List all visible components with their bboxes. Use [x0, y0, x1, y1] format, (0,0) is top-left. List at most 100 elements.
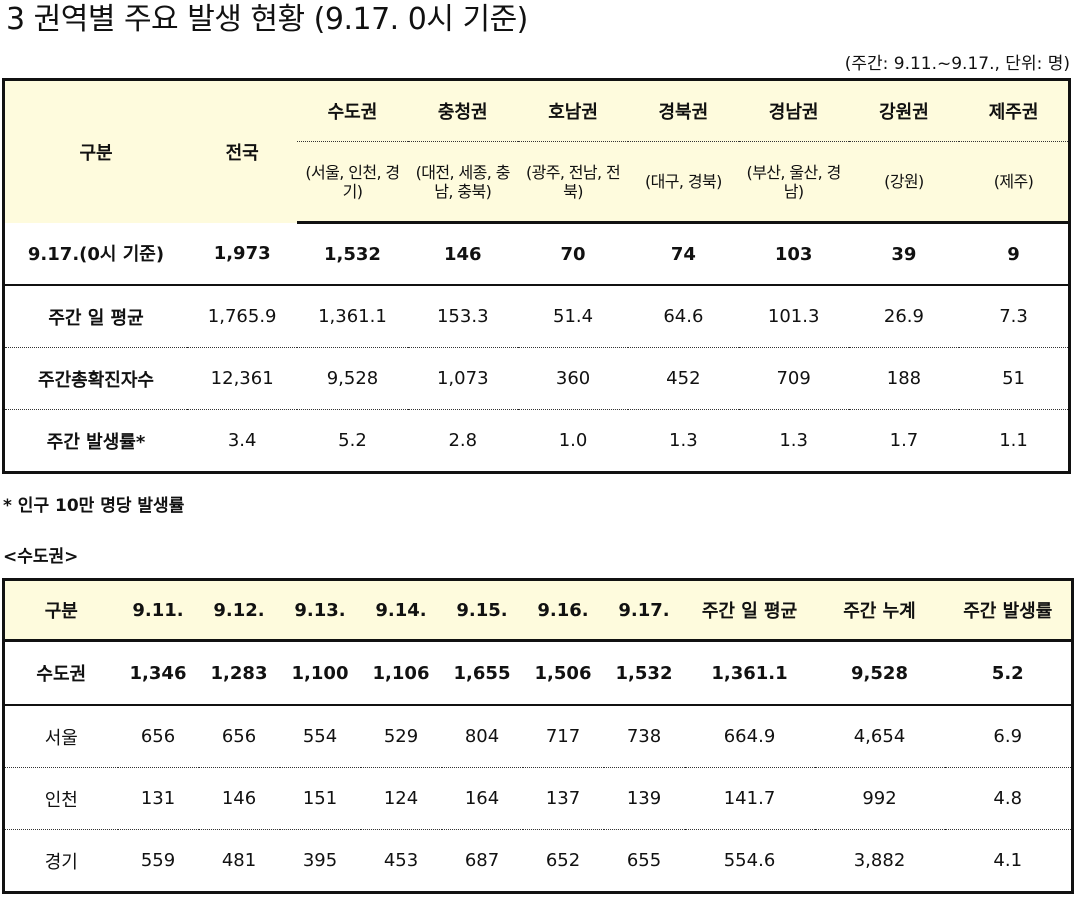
section-subtitle: <수도권> — [3, 547, 79, 567]
cell: 1,073 — [407, 347, 518, 410]
cell: 1.1 — [999, 430, 1028, 451]
cell: 1,283 — [198, 640, 280, 706]
table-row: 9.17.(0시 기준) 1,973 1,532 146 70 74 103 3… — [3, 222, 1070, 286]
row-label: 서울 — [3, 705, 118, 768]
row-label: 경기 — [44, 851, 78, 873]
cell: 3.4 — [227, 430, 257, 451]
cell: 453 — [383, 850, 419, 871]
cell: 3,882 — [853, 850, 906, 871]
table-row: 주간총확진자수 12,361 9,528 1,073 360 452 709 1… — [3, 347, 1070, 410]
cell: 26.9 — [848, 285, 960, 348]
header-national: 전국 — [187, 79, 298, 223]
cell: 1,973 — [187, 222, 298, 286]
cell: 360 — [517, 347, 629, 410]
header-region: 충청권 — [407, 79, 518, 142]
cell: 6.9 — [944, 705, 1073, 768]
cell: 5.2 — [944, 640, 1073, 706]
cell: 452 — [628, 347, 739, 410]
table-row: 서울 656 656 554 529 804 717 738 664.9 4,6… — [3, 705, 1073, 768]
header-region-sub: (강원) — [848, 141, 960, 224]
cell: 5.2 — [338, 430, 367, 451]
cell: 188 — [848, 347, 960, 410]
unit-note: (주간: 9.11.~9.17., 단위: 명) — [844, 54, 1070, 74]
header-region-sub: (대전, 세종, 충남, 충북) — [407, 141, 518, 224]
table-row: 주간 발생률* 3.4 5.2 2.8 1.0 1.3 1.3 1.7 1.1 — [4, 410, 1070, 473]
cell: 1,532 — [603, 640, 685, 706]
cell: 146 — [407, 222, 518, 286]
cell: 738 — [603, 705, 685, 768]
header-region-sub: (부산, 울산, 경남) — [738, 141, 849, 224]
cell: 124 — [360, 767, 442, 830]
column-header: 9.13. — [279, 579, 361, 642]
cell: 687 — [464, 850, 500, 871]
table-row: 경기 559 481 395 453 687 652 655 554.6 3,8… — [4, 830, 1073, 893]
cell: 1.7 — [889, 430, 919, 451]
row-label: 주간총확진자수 — [3, 347, 188, 410]
cell: 101.3 — [738, 285, 849, 348]
cell: 559 — [140, 850, 176, 871]
cell: 992 — [814, 767, 945, 830]
cell: 151 — [279, 767, 361, 830]
page-title: 3 권역별 주요 발생 현황 (9.17. 0시 기준) — [6, 2, 528, 37]
cell: 74 — [628, 222, 739, 286]
cell: 709 — [738, 347, 849, 410]
cell: 51.4 — [517, 285, 629, 348]
cell: 656 — [198, 705, 280, 768]
column-header: 9.15. — [441, 579, 523, 642]
cell: 1,765.9 — [187, 285, 298, 348]
regional-summary-table: 구분 전국 수도권 충청권 호남권 경북권 경남권 강원권 제주권 (서울, 인… — [2, 78, 1071, 474]
cell: 1,346 — [117, 640, 199, 706]
cell: 139 — [603, 767, 685, 830]
capital-area-daily-table: 구분 9.11. 9.12. 9.13. 9.14. 9.15. 9.16. 9… — [2, 578, 1074, 894]
row-label: 인천 — [3, 767, 118, 830]
cell: 7.3 — [959, 285, 1070, 348]
table-row: 인천 131 146 151 124 164 137 139 141.7 992… — [3, 767, 1073, 830]
cell: 51 — [959, 347, 1070, 410]
cell: 1.3 — [779, 430, 808, 451]
header-region-sub: (제주) — [959, 141, 1070, 224]
cell: 4,654 — [814, 705, 945, 768]
table-header-row: 구분 9.11. 9.12. 9.13. 9.14. 9.15. 9.16. 9… — [3, 579, 1073, 642]
table-row: 주간 일 평균 1,765.9 1,361.1 153.3 51.4 64.6 … — [3, 285, 1070, 348]
header-region: 수도권 — [297, 79, 408, 142]
row-label: 주간 일 평균 — [3, 285, 188, 348]
cell: 529 — [360, 705, 442, 768]
header-region: 경남권 — [738, 79, 849, 142]
column-header: 9.11. — [117, 579, 199, 642]
header-region: 호남권 — [517, 79, 629, 142]
cell: 137 — [522, 767, 604, 830]
cell: 655 — [626, 850, 662, 871]
cell: 9 — [959, 222, 1070, 286]
row-label: 9.17.(0시 기준) — [3, 222, 188, 286]
cell: 1.0 — [558, 430, 588, 451]
cell: 39 — [848, 222, 960, 286]
header-region: 강원권 — [848, 79, 960, 142]
table-row: 수도권 1,346 1,283 1,100 1,106 1,655 1,506 … — [3, 640, 1073, 706]
column-header: 9.12. — [198, 579, 280, 642]
column-header: 9.14. — [360, 579, 442, 642]
header-region-sub: (서울, 인천, 경기) — [297, 141, 408, 224]
cell: 1,361.1 — [684, 640, 815, 706]
cell: 9,528 — [297, 347, 408, 410]
cell: 146 — [198, 767, 280, 830]
cell: 153.3 — [407, 285, 518, 348]
header-category: 구분 — [3, 79, 188, 223]
cell: 131 — [117, 767, 199, 830]
column-header: 주간 일 평균 — [684, 579, 815, 642]
column-header: 9.17. — [603, 579, 685, 642]
column-header: 9.16. — [522, 579, 604, 642]
cell: 1.3 — [669, 430, 698, 451]
cell: 1,100 — [279, 640, 361, 706]
cell: 9,528 — [814, 640, 945, 706]
cell: 2.8 — [448, 430, 478, 451]
cell: 164 — [441, 767, 523, 830]
cell: 554.6 — [723, 850, 776, 871]
header-region-sub: (광주, 전남, 전북) — [517, 141, 629, 224]
cell: 664.9 — [684, 705, 815, 768]
column-header: 구분 — [3, 579, 118, 642]
cell: 4.8 — [944, 767, 1073, 830]
cell: 481 — [221, 850, 257, 871]
cell: 804 — [441, 705, 523, 768]
cell: 1,655 — [441, 640, 523, 706]
cell: 717 — [522, 705, 604, 768]
